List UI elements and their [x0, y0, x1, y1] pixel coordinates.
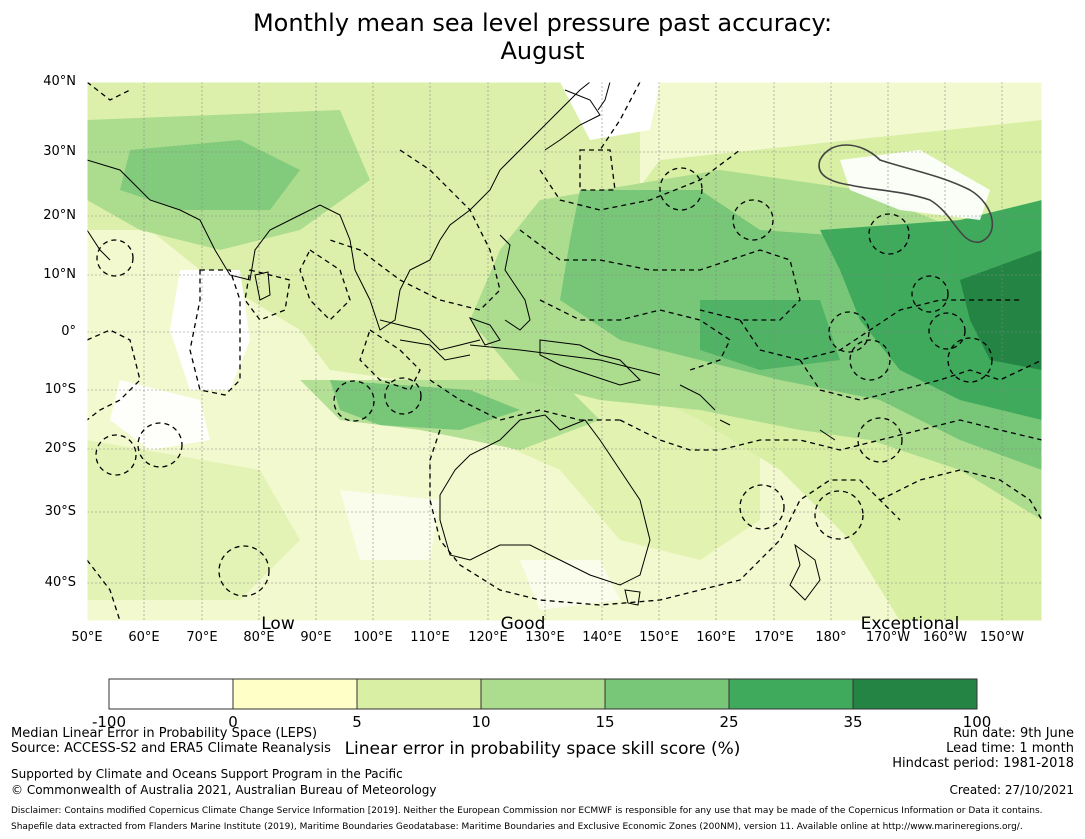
lon-label: 170°E — [754, 630, 794, 645]
graticule — [87, 82, 1042, 621]
colorbar-tick: 35 — [843, 713, 863, 731]
colorbar-swatch — [108, 678, 234, 710]
colorbar-tick: 5 — [352, 713, 362, 731]
support-note: Supported by Climate and Oceans Support … — [11, 767, 403, 781]
new-zealand-coast — [789, 543, 821, 601]
skill-map — [86, 81, 1043, 622]
lon-label: 130°E — [525, 630, 565, 645]
lon-label: 170°W — [865, 630, 911, 645]
colorbar-swatch — [728, 678, 854, 710]
colorbar-tick: 15 — [595, 713, 615, 731]
lon-label: 100°E — [353, 630, 393, 645]
shapefile-credit: Shapefile data extracted from Flanders M… — [11, 822, 1023, 832]
copyright-note: © Commonwealth of Australia 2021, Austra… — [11, 783, 437, 797]
skill-label-low: Low — [261, 614, 295, 634]
lat-label: 10°N — [43, 267, 76, 282]
map-title-line1: Monthly mean sea level pressure past acc… — [252, 9, 833, 37]
colorbar-tick: 100 — [962, 713, 992, 731]
eez-island-circles — [95, 167, 993, 597]
colorbar-tick: 0 — [228, 713, 238, 731]
lon-label: 140°E — [582, 630, 622, 645]
lon-label: 50°E — [71, 630, 103, 645]
data-source: Source: ACCESS-S2 and ERA5 Climate Reana… — [11, 741, 331, 756]
lon-label: 110°E — [410, 630, 450, 645]
skill-label-exceptional: Exceptional — [860, 614, 960, 634]
lon-label: 160°E — [696, 630, 736, 645]
run-date: Run date: 9th June — [953, 726, 1074, 741]
lon-label: 150°W — [979, 630, 1025, 645]
map-title-line2: August — [500, 37, 585, 65]
lat-label: 40°S — [44, 575, 76, 590]
lon-label: 80°E — [243, 630, 275, 645]
australia-coast — [439, 414, 651, 586]
eez-boundaries — [87, 82, 1042, 621]
colorbar-swatch — [852, 678, 978, 710]
colorbar-swatch — [356, 678, 482, 710]
lon-label: 150°E — [639, 630, 679, 645]
lat-label: 10°S — [44, 382, 76, 397]
lon-label: 70°E — [186, 630, 218, 645]
lon-label: 160°W — [922, 630, 968, 645]
lat-label: 30°S — [44, 504, 76, 519]
lon-label: 60°E — [128, 630, 160, 645]
leps-description: Median Linear Error in Probability Space… — [11, 726, 318, 741]
colorbar-swatch — [604, 678, 730, 710]
colorbar-tick: -100 — [91, 713, 127, 731]
lat-label: 20°S — [44, 441, 76, 456]
map-frame — [86, 81, 1043, 622]
hawaii-eez-outline — [818, 144, 994, 243]
created-date: Created: 27/10/2021 — [949, 783, 1074, 797]
colorbar-tick: 10 — [471, 713, 491, 731]
lon-label: 180° — [815, 630, 847, 645]
new-guinea-coast — [539, 339, 641, 386]
coastlines — [87, 82, 836, 606]
colorbar-label: Linear error in probability space skill … — [344, 739, 741, 759]
lat-label: 0° — [61, 324, 76, 339]
skill-label-good: Good — [500, 614, 546, 634]
colorbar-swatch — [232, 678, 358, 710]
lat-label: 20°N — [43, 208, 76, 223]
lat-label: 30°N — [43, 144, 76, 159]
lead-time: Lead time: 1 month — [946, 741, 1074, 756]
colorbar-swatch — [480, 678, 606, 710]
colorbar-tick: 25 — [719, 713, 739, 731]
hindcast-period: Hindcast period: 1981-2018 — [892, 756, 1074, 771]
disclaimer: Disclaimer: Contains modified Copernicus… — [11, 806, 1043, 816]
lon-label: 120°E — [468, 630, 508, 645]
lat-label: 40°N — [43, 74, 76, 89]
lon-label: 90°E — [300, 630, 332, 645]
